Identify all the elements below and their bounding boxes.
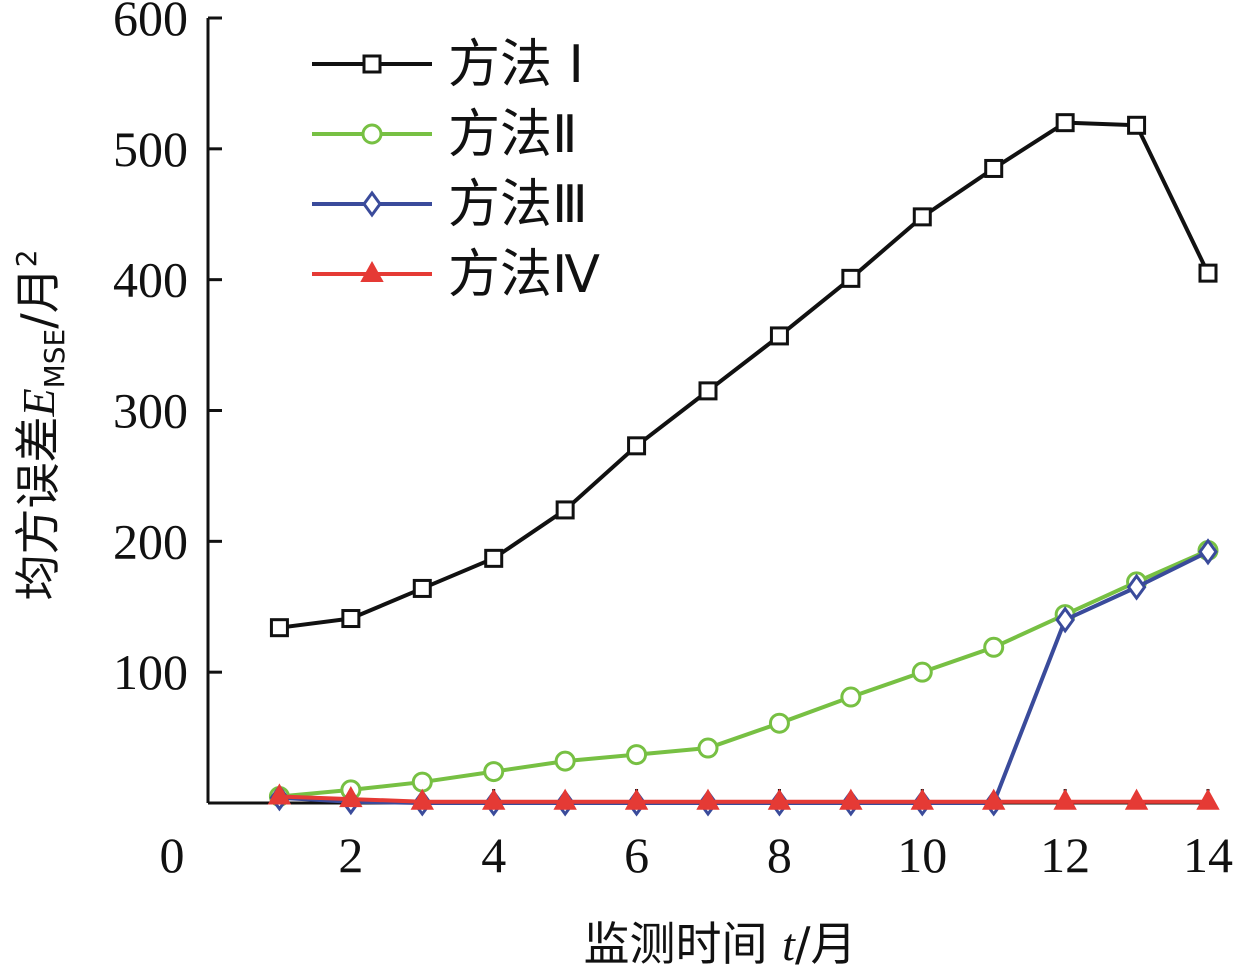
data-point [341,609,361,629]
data-point [840,686,862,708]
legend-label: 方法Ⅳ [448,245,600,305]
y-tick-label: 100 [113,644,188,700]
legend-item: 方法Ⅳ [312,245,600,305]
data-point [982,788,1006,810]
data-point [1198,538,1218,566]
x-tick-label: 12 [1040,827,1090,883]
data-point [1055,606,1075,634]
data-point [1055,113,1075,133]
x-tick-label: 8 [767,827,792,883]
data-point [554,750,576,772]
data-point [984,158,1004,178]
y-tick-label: 400 [113,252,188,308]
legend: 方法 Ⅰ 方法Ⅱ 方法Ⅲ 方法Ⅳ [312,35,600,305]
data-point [1126,573,1147,601]
legend-item: 方法Ⅲ [312,175,588,235]
data-point [912,207,932,227]
series-1 [269,113,1218,638]
y-tick-label: 200 [113,513,188,569]
data-point [911,661,933,683]
legend-label: 方法 Ⅰ [448,35,584,95]
y-tick-label: 500 [113,121,188,177]
ticks: 100 200 300 400 500 600 0 2 4 6 8 10 12 14 [113,0,1233,883]
data-point [697,737,719,759]
axis-titles: 监测时间 t/月 均方误差EMSE/月2 [10,249,856,970]
legend-item: 方法Ⅱ [312,105,578,165]
data-point [1053,788,1077,810]
data-point [1127,115,1147,135]
series-line [279,548,1209,799]
data-point [624,788,649,810]
data-point [339,786,363,808]
data-point [983,636,1005,658]
legend-label: 方法Ⅱ [448,105,578,165]
series-line [279,120,1210,630]
data-point [482,788,506,810]
data-point [910,788,934,810]
data-point [267,783,292,805]
data-point [768,712,790,734]
series-line [279,794,1208,804]
data-point [411,771,433,793]
legend-item: 方法 Ⅰ [312,35,584,95]
legend-label: 方法Ⅲ [448,175,588,235]
legend-marker [361,123,383,145]
data-point [484,548,504,568]
data-point [483,761,505,783]
data-point [839,788,863,810]
data-point [627,436,647,456]
data-point [696,788,720,810]
x-axis-title: 监测时间 t/月 [584,917,857,970]
series-layer [267,113,1220,817]
x-tick-label: 4 [481,827,506,883]
data-point [412,578,432,598]
data-point [1124,788,1149,810]
legend-marker [360,260,384,282]
series-2 [268,539,1219,807]
data-point [410,788,434,810]
data-point [698,381,718,401]
x-tick-label: 6 [624,827,649,883]
origin-label: 0 [160,827,185,883]
y-tick-label: 600 [113,0,188,46]
data-point [841,268,861,288]
x-tick-label: 14 [1183,827,1233,883]
x-tick-label: 2 [338,827,363,883]
legend-marker [362,190,382,218]
data-point [555,500,575,520]
data-point [626,744,648,766]
data-point [269,618,289,638]
data-point [553,788,577,810]
y-axis-title: 均方误差EMSE/月2 [10,249,71,600]
series-4 [267,783,1220,810]
data-point [767,788,792,810]
data-point [769,326,789,346]
y-tick-label: 300 [113,383,188,439]
data-point [1196,788,1220,810]
data-point [1198,263,1218,283]
x-tick-label: 10 [897,827,947,883]
legend-marker [362,54,382,74]
